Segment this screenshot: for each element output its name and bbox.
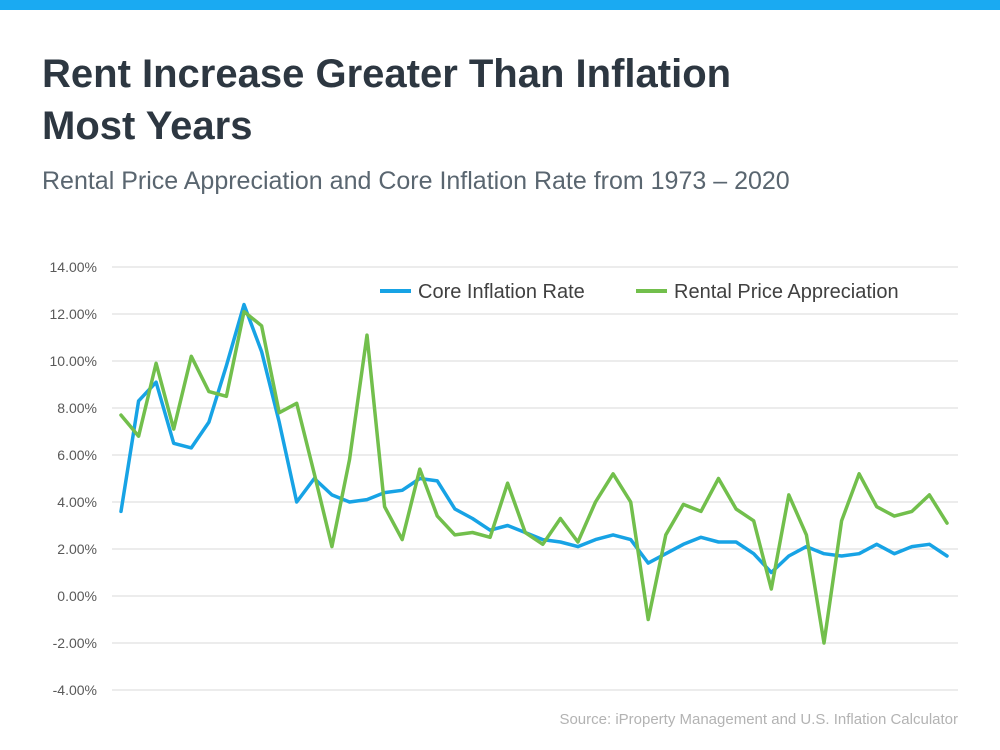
y-tick-label: 2.00%: [57, 541, 97, 557]
title-line-2: Most Years: [42, 104, 253, 148]
y-tick-label: 4.00%: [57, 494, 97, 510]
source-note: Source: iProperty Management and U.S. In…: [559, 711, 958, 728]
legend-label-core-inflation: Core Inflation Rate: [418, 281, 585, 303]
grid-lines: [112, 266, 958, 691]
y-tick-label: 0.00%: [57, 588, 97, 604]
y-tick-label: 12.00%: [50, 306, 97, 322]
top-accent-bar: [0, 0, 1000, 10]
legend: Core Inflation Rate Rental Price Appreci…: [380, 281, 899, 303]
title-line-1: Rent Increase Greater Than Inflation: [42, 52, 732, 96]
legend-label-rental-price: Rental Price Appreciation: [674, 281, 899, 303]
y-tick-label: 6.00%: [57, 447, 97, 463]
y-tick-label: -4.00%: [53, 682, 97, 698]
series-line-rental-price: [119, 309, 949, 645]
y-tick-label: -2.00%: [53, 635, 97, 651]
y-tick-label: 8.00%: [57, 400, 97, 416]
y-tick-label: 14.00%: [50, 259, 97, 275]
page-title: Rent Increase Greater Than Inflation Mos…: [42, 48, 942, 152]
series-line-core-inflation: [119, 302, 949, 575]
page-subtitle: Rental Price Appreciation and Core Infla…: [42, 167, 790, 195]
y-axis-ticks: 14.00% 12.00% 10.00% 8.00% 6.00% 4.00% 2.00% 0.…: [50, 259, 97, 698]
series-lines: [119, 302, 949, 645]
y-tick-label: 10.00%: [50, 353, 97, 369]
